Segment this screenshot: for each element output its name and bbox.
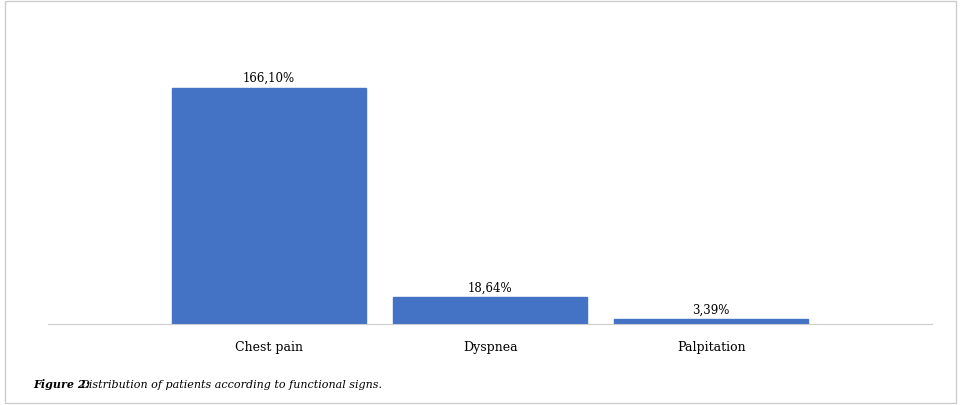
- Text: Distribution of patients according to functional signs.: Distribution of patients according to fu…: [80, 379, 382, 389]
- Text: Figure 2:: Figure 2:: [34, 378, 94, 389]
- Bar: [393, 298, 587, 324]
- Text: 3,39%: 3,39%: [693, 303, 729, 315]
- Text: 18,64%: 18,64%: [468, 281, 512, 294]
- Bar: [172, 89, 366, 324]
- Text: 166,10%: 166,10%: [243, 72, 295, 85]
- Bar: [614, 319, 808, 324]
